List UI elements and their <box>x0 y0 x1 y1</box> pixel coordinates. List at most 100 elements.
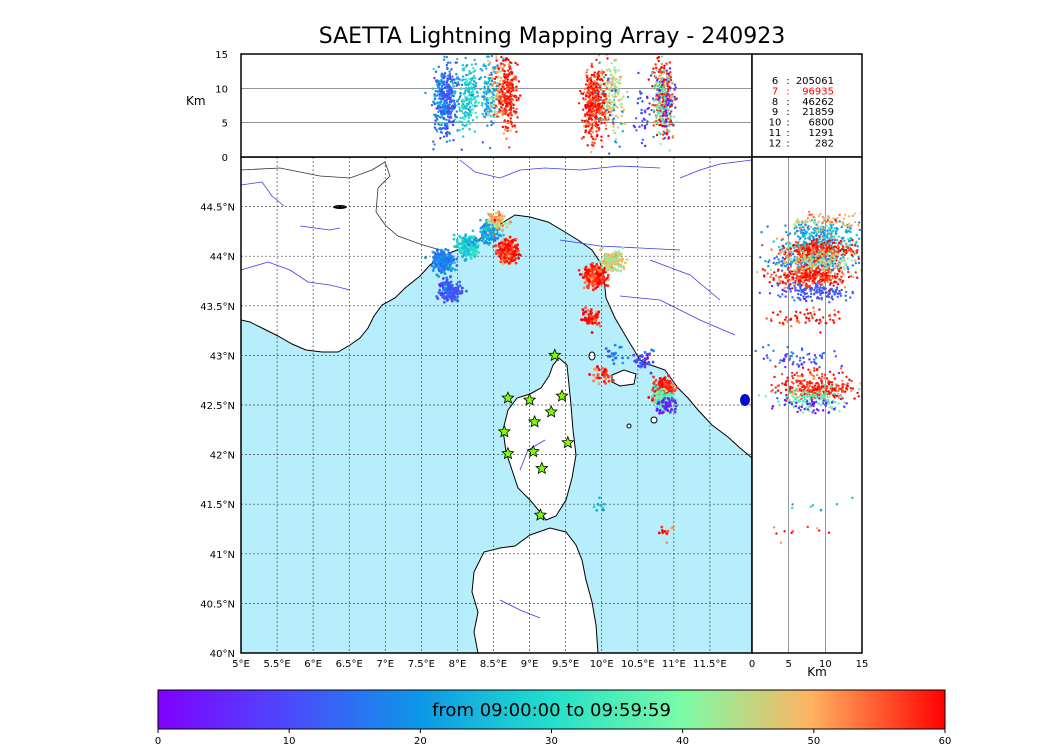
lightning-source-alt-lon <box>587 77 591 81</box>
lightning-source <box>581 276 585 279</box>
lightning-source-alt-lon <box>467 77 471 81</box>
lightning-source-alt-lon <box>467 116 470 120</box>
lightning-source-alt-lon <box>596 133 599 137</box>
lightning-source-alt-lon <box>463 117 466 121</box>
lightning-source-alt-lon <box>441 116 444 119</box>
lightning-source-alt-lon <box>663 46 665 48</box>
lightning-source <box>626 356 630 360</box>
lightning-source-alt-lat <box>809 289 813 293</box>
lightning-source <box>505 251 509 254</box>
lightning-source-alt-lat <box>797 289 801 293</box>
lightning-source-alt-lon <box>639 96 642 100</box>
elba-island <box>611 369 637 387</box>
lightning-source <box>471 250 475 254</box>
lightning-source <box>598 496 601 500</box>
lightning-source-alt-lon <box>445 118 448 121</box>
lightning-source <box>666 396 670 400</box>
lightning-source <box>450 296 454 300</box>
lightning-source-alt-lon <box>589 103 593 106</box>
lightning-source-alt-lon <box>610 113 614 116</box>
lightning-source-alt-lon <box>448 139 452 142</box>
lightning-source-alt-lon <box>441 111 445 114</box>
lightning-source <box>614 356 617 360</box>
lightning-source <box>655 407 659 411</box>
lat-tick-label: 43°N <box>210 351 235 362</box>
lightning-source-alt-lon <box>586 79 589 83</box>
lightning-source-alt-lon <box>593 76 597 79</box>
lightning-source-alt-lon <box>451 82 455 85</box>
lightning-source <box>593 278 597 281</box>
lightning-source-alt-lon <box>611 80 614 83</box>
lightning-source-alt-lon <box>516 116 519 119</box>
lightning-source-alt-lon <box>491 76 494 80</box>
lightning-source-alt-lon <box>500 55 503 59</box>
lightning-source-alt-lat <box>781 256 785 260</box>
lightning-source-alt-lon <box>482 64 485 68</box>
lightning-source <box>641 360 644 364</box>
lightning-source-alt-lon <box>656 78 659 82</box>
lightning-source <box>609 268 613 272</box>
lightning-source <box>648 362 651 366</box>
lightning-source-alt-lon <box>611 94 614 97</box>
legend-separator: : <box>786 128 789 139</box>
lightning-source-alt-lon <box>451 106 454 109</box>
lightning-source-alt-lon <box>610 84 614 87</box>
lightning-source-alt-lon <box>442 135 446 138</box>
lightning-source-alt-lon <box>606 119 609 123</box>
lightning-source <box>592 379 596 383</box>
lightning-source-alt-lon <box>501 67 504 70</box>
lightning-source-alt-lat <box>851 290 854 294</box>
lightning-source-alt-lon <box>592 108 595 112</box>
lightning-source <box>663 396 667 400</box>
lightning-source-alt-lon <box>454 61 457 64</box>
lightning-source-alt-lon <box>499 62 503 66</box>
lightning-source-alt-lon <box>440 73 444 77</box>
lightning-source-alt-lon <box>461 63 465 67</box>
lightning-source-alt-lat <box>793 246 796 250</box>
lightning-source-alt-lon <box>503 72 506 76</box>
lightning-source-alt-lon <box>506 126 510 130</box>
lightning-source <box>449 259 453 263</box>
lightning-source-alt-lon <box>600 69 604 72</box>
lightning-source-alt-lon <box>459 91 462 95</box>
lightning-source <box>609 254 613 258</box>
lightning-source-alt-lon <box>471 119 475 122</box>
lightning-source <box>461 255 465 259</box>
lightning-source-alt-lon <box>493 110 497 113</box>
lightning-source-alt-lat <box>768 292 772 295</box>
lightning-source-alt-lon <box>667 101 670 105</box>
lightning-source-alt-lon <box>437 102 441 106</box>
lightning-source-alt-lon <box>486 124 489 127</box>
lightning-source-alt-lon <box>493 106 497 110</box>
lightning-source <box>605 268 608 272</box>
lightning-source <box>604 265 608 268</box>
lightning-source <box>643 365 647 369</box>
lightning-source-alt-lon <box>609 110 612 114</box>
lightning-source-alt-lon <box>439 116 442 119</box>
lightning-source-alt-lon <box>464 111 467 114</box>
lightning-source-alt-lat <box>789 290 792 293</box>
lightning-source-alt-lon <box>443 103 446 107</box>
lightning-source-alt-lat <box>844 290 848 294</box>
lightning-source-alt-lat <box>772 261 775 265</box>
lightning-source-alt-lon <box>665 114 669 117</box>
lightning-source <box>458 290 462 294</box>
lightning-source <box>507 254 511 258</box>
lightning-source-alt-lat <box>839 257 842 260</box>
lightning-source-alt-lon <box>606 102 609 105</box>
lightning-source <box>594 376 598 380</box>
lightning-source <box>505 225 509 229</box>
lightning-source-alt-lon <box>664 122 667 126</box>
lightning-source <box>453 298 457 301</box>
lightning-source-alt-lat <box>849 296 852 299</box>
lightning-source <box>490 229 494 233</box>
lightning-source <box>652 392 656 396</box>
lightning-source-alt-lat <box>833 293 836 296</box>
lightning-source-alt-lon <box>588 99 591 103</box>
lightning-source-alt-lon <box>485 105 489 108</box>
lightning-source-alt-lat <box>797 292 800 296</box>
lightning-source-alt-lon <box>609 86 613 90</box>
lightning-source-alt-lon <box>466 83 469 87</box>
lightning-source-alt-lon <box>496 115 499 118</box>
lightning-source <box>443 300 446 304</box>
